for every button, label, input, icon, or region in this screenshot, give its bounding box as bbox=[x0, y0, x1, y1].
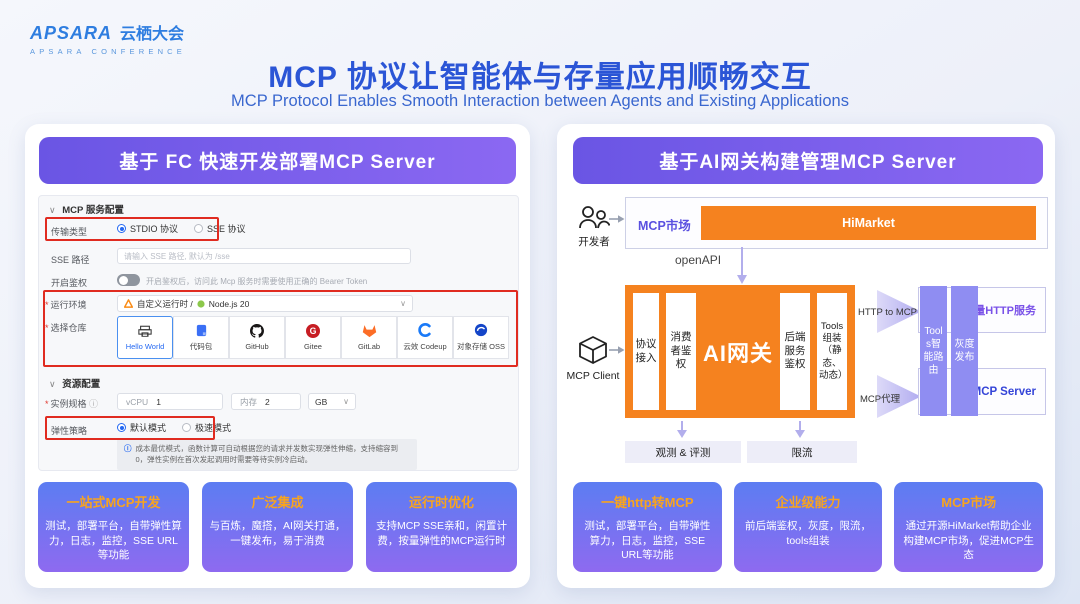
codeup-icon bbox=[418, 323, 431, 337]
radio-icon bbox=[117, 423, 126, 432]
required-icon: * bbox=[45, 399, 49, 409]
feature-card: 广泛集成 与百炼，魔搭，AI网关打通，一键发布，易于消费 bbox=[202, 482, 353, 572]
repo-label: * 选择仓库 bbox=[45, 323, 87, 333]
repo-card-gitlab[interactable]: GitLab bbox=[341, 316, 397, 359]
left-panel: 基于 FC 快速开发部署MCP Server ∨ MCP 服务配置 传输类型 S… bbox=[25, 124, 530, 588]
code-package-icon bbox=[196, 324, 206, 336]
transport-type-label: 传输类型 bbox=[51, 227, 88, 237]
feature-card: 企业级能力 前后端鉴权，灰度，限流，tools组装 bbox=[733, 482, 883, 572]
arrow-down-icon bbox=[795, 421, 805, 438]
ai-gateway-title: AI网关 bbox=[702, 340, 773, 366]
repo-card-oss[interactable]: 对象存储 OSS bbox=[453, 316, 509, 359]
chevron-down-icon: ∨ bbox=[400, 299, 406, 308]
feature-card: 一站式MCP开发 测试，部署平台，自带弹性算力，日志，监控，SSE URL等功能 bbox=[38, 482, 189, 572]
memory-unit-select[interactable]: GB ∨ bbox=[308, 393, 356, 410]
apsara-logo: APSARA 云栖大会 APSARA CONFERENCE bbox=[30, 20, 186, 56]
info-icon: ⓘ bbox=[124, 444, 132, 453]
page-title: MCP 协议让智能体与存量应用顺畅交互 bbox=[268, 61, 812, 94]
svg-text:G: G bbox=[310, 326, 317, 336]
openapi-label: openAPI bbox=[675, 253, 722, 267]
fc-config-form: ∨ MCP 服务配置 传输类型 STDIO 协议 SSE 协议 SSE 路径 bbox=[38, 195, 519, 471]
gateway-col-protocol: 协议接入 bbox=[633, 293, 659, 410]
cube-icon bbox=[579, 336, 607, 364]
repo-card-gitee[interactable]: G Gitee bbox=[285, 316, 341, 359]
page-subtitle: MCP Protocol Enables Smooth Interaction … bbox=[231, 92, 849, 110]
feature-card: 一键http转MCP 测试，部署平台，自带弹性算力，日志，监控，SSE URL等… bbox=[573, 482, 722, 572]
repo-card-github[interactable]: GitHub bbox=[229, 316, 285, 359]
ai-gateway-box: 协议接入 消费者鉴权 AI网关 后端服务鉴权 Tools组装（静态、动态） bbox=[625, 285, 855, 418]
gitee-icon: G bbox=[306, 324, 320, 338]
radio-sse-protocol[interactable]: SSE 协议 bbox=[194, 222, 246, 235]
auth-label: 开启鉴权 bbox=[51, 278, 88, 288]
memory-input[interactable]: 内存 2 bbox=[231, 393, 301, 410]
logo-cn-text: 云栖大会 bbox=[120, 26, 185, 43]
printer-icon bbox=[138, 325, 152, 337]
right-feature-cards: 一键http转MCP 测试，部署平台，自带弹性算力，日志，监控，SSE URL等… bbox=[573, 482, 1044, 572]
section-mcp-service-config[interactable]: ∨ MCP 服务配置 bbox=[49, 205, 124, 216]
radio-icon bbox=[194, 224, 204, 233]
feature-card: MCP市场 通过开源HiMarket帮助企业构建MCP市场，促进MCP生态 bbox=[894, 482, 1044, 572]
right-panel: 基于AI网关构建管理MCP Server 开发者 MCP市场 HiMarket … bbox=[557, 124, 1055, 588]
repo-options: Hello World 代码包 GitHub G Gitee GitLab bbox=[117, 316, 509, 359]
github-icon bbox=[250, 324, 264, 338]
oss-icon bbox=[474, 323, 488, 337]
chevron-down-icon: ∨ bbox=[49, 379, 56, 389]
sse-path-input[interactable] bbox=[117, 248, 411, 264]
runtime-label: * 运行环境 bbox=[45, 300, 87, 310]
developers-icon bbox=[579, 206, 610, 229]
mcp-proxy-label: MCP代理 bbox=[860, 394, 901, 405]
rate-limit-label: 限流 bbox=[747, 441, 857, 463]
instance-spec-label: * 实例规格 ⓘ bbox=[45, 399, 99, 409]
vcpu-input[interactable]: vCPU 1 bbox=[117, 393, 223, 410]
arrow-down-icon bbox=[737, 247, 747, 284]
repo-card-codeup[interactable]: 云效 Codeup bbox=[397, 316, 453, 359]
auth-hint: 开启鉴权后，访问此 Mcp 服务时需要使用正确的 Bearer Token bbox=[146, 277, 368, 286]
logo-brand-text: APSARA bbox=[30, 23, 113, 43]
radio-stdio-protocol[interactable]: STDIO 协议 bbox=[117, 222, 178, 235]
gitlab-icon bbox=[362, 325, 376, 338]
gateway-col-backend-auth: 后端服务鉴权 bbox=[780, 293, 810, 410]
radio-icon bbox=[182, 423, 192, 432]
himarket-bar: HiMarket bbox=[701, 206, 1036, 240]
section-resource-config[interactable]: ∨ 资源配置 bbox=[49, 379, 101, 390]
arrow-down-icon bbox=[677, 421, 687, 438]
radio-icon bbox=[117, 224, 126, 233]
observe-evaluate-label: 观测 & 评测 bbox=[625, 441, 741, 463]
required-icon: * bbox=[45, 300, 49, 310]
info-icon: ⓘ bbox=[89, 399, 99, 409]
mcp-market-label: MCP市场 bbox=[638, 219, 691, 233]
auth-toggle[interactable] bbox=[117, 274, 140, 286]
gateway-col-tools: Tools组装（静态、动态） bbox=[817, 293, 848, 410]
gray-release-column: 灰度发布 bbox=[951, 286, 978, 416]
mcp-market-box: MCP市场 HiMarket bbox=[625, 197, 1048, 249]
mcp-client-label: MCP Client bbox=[566, 370, 620, 382]
elastic-policy-label: 弹性策略 bbox=[51, 426, 88, 436]
repo-card-hello-world[interactable]: Hello World bbox=[117, 316, 173, 359]
chevron-down-icon: ∨ bbox=[343, 397, 349, 406]
nodejs-icon bbox=[197, 299, 205, 308]
left-feature-cards: 一站式MCP开发 测试，部署平台，自带弹性算力，日志，监控，SSE URL等功能… bbox=[38, 482, 517, 572]
right-panel-title: 基于AI网关构建管理MCP Server bbox=[573, 137, 1043, 184]
gateway-col-consumer-auth: 消费者鉴权 bbox=[666, 293, 696, 410]
required-icon: * bbox=[45, 323, 49, 333]
arrow-right-icon bbox=[609, 215, 625, 223]
sse-path-label: SSE 路径 bbox=[51, 255, 90, 265]
chevron-down-icon: ∨ bbox=[49, 205, 56, 215]
radio-fast-mode[interactable]: 极速模式 bbox=[182, 421, 231, 434]
feature-card: 运行时优化 支持MCP SSE亲和，闲置计费，按量弹性的MCP运行时 bbox=[366, 482, 517, 572]
tools-routing-column: Tools智能路由 bbox=[920, 286, 947, 416]
toggle-knob bbox=[118, 275, 128, 285]
arrow-right-icon bbox=[609, 346, 625, 354]
developer-label: 开发者 bbox=[578, 236, 610, 248]
http-to-mcp-label: HTTP to MCP bbox=[858, 307, 917, 318]
left-panel-title: 基于 FC 快速开发部署MCP Server bbox=[39, 137, 516, 184]
elastic-note: ⓘ 成本最优模式，函数计算可自动根据您的请求并发数实现弹性伸缩，支持缩容到 0，… bbox=[117, 439, 417, 470]
logo-subtitle: APSARA CONFERENCE bbox=[30, 47, 187, 56]
custom-runtime-icon bbox=[124, 299, 133, 308]
runtime-select[interactable]: 自定义运行时 / Node.js 20 ∨ bbox=[117, 295, 413, 312]
radio-default-mode[interactable]: 默认模式 bbox=[117, 421, 166, 434]
repo-card-code-package[interactable]: 代码包 bbox=[173, 316, 229, 359]
